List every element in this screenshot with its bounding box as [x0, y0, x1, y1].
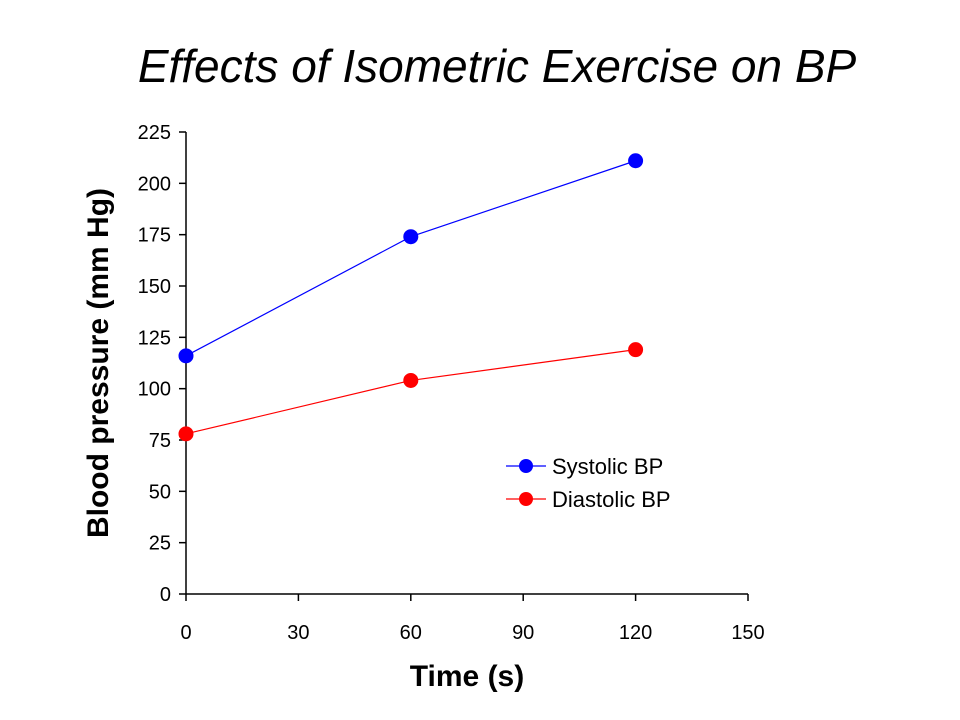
data-point	[403, 372, 419, 388]
y-tick-label: 50	[149, 481, 171, 503]
data-point	[628, 153, 644, 169]
y-tick-label: 175	[138, 225, 171, 247]
legend-item: Diastolic BP	[506, 487, 671, 512]
legend-label: Systolic BP	[552, 454, 663, 479]
x-tick-label: 120	[619, 622, 652, 644]
legend-label: Diastolic BP	[552, 487, 671, 512]
x-tick-label: 30	[287, 622, 309, 644]
legend-item: Systolic BP	[506, 454, 663, 479]
series-1	[178, 342, 644, 442]
y-tick-label: 0	[160, 584, 171, 606]
legend: Systolic BP Diastolic BP	[506, 454, 671, 512]
legend-marker	[519, 459, 533, 473]
y-tick-label: 225	[138, 122, 171, 144]
y-tick-label: 150	[138, 276, 171, 298]
x-tick-label: 90	[512, 622, 534, 644]
y-tick-label: 75	[149, 430, 171, 452]
series-0	[178, 153, 644, 364]
x-tick-label: 150	[731, 622, 764, 644]
y-tick-label: 100	[138, 379, 171, 401]
y-tick-label: 25	[149, 533, 171, 555]
y-tick-label: 125	[138, 327, 171, 349]
y-tick-label: 200	[138, 173, 171, 195]
legend-marker	[519, 492, 533, 506]
y-axis-label: Blood pressure (mm Hg)	[82, 188, 115, 538]
series-line	[185, 349, 636, 435]
data-point	[628, 342, 644, 358]
data-point	[403, 229, 419, 245]
data-point	[178, 348, 194, 364]
series-line	[185, 160, 636, 357]
chart-title: Effects of Isometric Exercise on BP	[138, 40, 857, 92]
x-tick-label: 60	[400, 622, 422, 644]
x-axis-label: Time (s)	[410, 660, 524, 693]
data-point	[178, 426, 194, 442]
plot-area: 0 25 50 75 100 125 150 175 200 225 0 30 60 90 120 150	[138, 122, 765, 644]
x-tick-label: 0	[180, 622, 191, 644]
